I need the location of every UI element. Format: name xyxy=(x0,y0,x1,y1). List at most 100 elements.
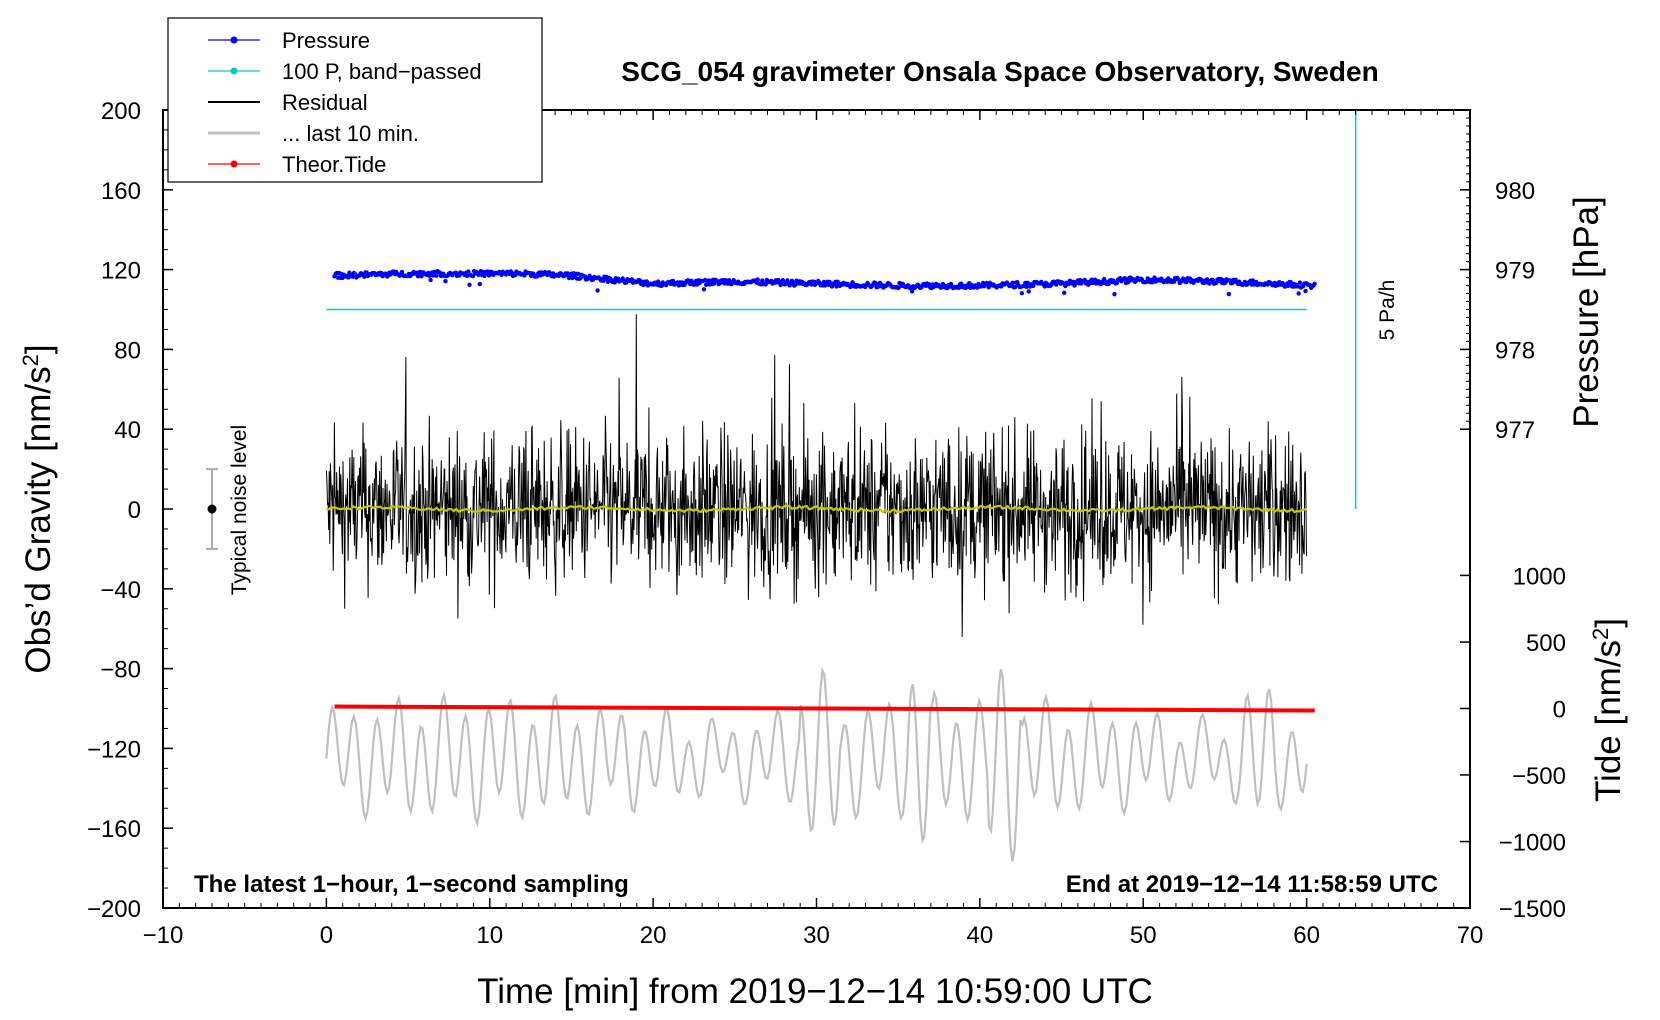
tide-tick-label-5: −1500 xyxy=(1499,896,1566,923)
pressure-point xyxy=(1126,280,1131,285)
pressure-point xyxy=(1031,283,1036,289)
x-tick-label-1: 0 xyxy=(320,922,333,949)
pressure-point xyxy=(1288,279,1293,285)
pressure-point xyxy=(896,285,901,291)
x-tick-label-4: 30 xyxy=(803,922,830,949)
pressure-point xyxy=(1250,278,1256,283)
y-tick-label-9: 160 xyxy=(101,178,141,205)
pressure-point xyxy=(1024,284,1029,289)
pressure-axis-title: Pressure [hPa] xyxy=(1567,196,1606,428)
pressure-point xyxy=(465,273,470,278)
y-tick-label-7: 80 xyxy=(114,337,141,364)
pressure-point xyxy=(575,271,581,276)
legend-label-residual: Residual xyxy=(282,90,368,115)
y-tick-label-5: 0 xyxy=(128,497,141,524)
pressure-point xyxy=(1297,280,1303,285)
series-layer xyxy=(325,268,1317,862)
footer-left-note: The latest 1−hour, 1−second sampling xyxy=(194,871,629,898)
y-tick-label-4: −40 xyxy=(100,577,141,604)
pressure-point xyxy=(670,278,676,284)
pressure-point xyxy=(419,274,424,279)
tide-tick-label-2: 0 xyxy=(1553,697,1566,724)
legend-label-bandpassed: 100 P, band−passed xyxy=(282,59,482,84)
pressure-point xyxy=(1019,291,1025,296)
pressure-point xyxy=(565,271,570,276)
pressure-point xyxy=(755,277,760,282)
legend-marker-bandpassed xyxy=(230,67,238,75)
pressure-point xyxy=(1312,281,1317,286)
tide-tick-label-4: −1000 xyxy=(1499,830,1566,857)
residual-smoothed-line xyxy=(326,504,1307,514)
y-axis-title: Obs’d Gravity [nm/s2] xyxy=(18,344,59,673)
pressure-point xyxy=(785,278,790,283)
legend-marker-tide xyxy=(230,160,238,168)
pressure-tick-label-2: 979 xyxy=(1495,258,1535,285)
y-tick-label-10: 200 xyxy=(101,98,141,125)
pressure-point xyxy=(1112,292,1117,297)
pressure-point xyxy=(467,282,472,287)
y-tick-label-8: 120 xyxy=(101,258,141,285)
tide-axis-title: Tide [nm/s2] xyxy=(1588,618,1629,802)
last-10-min-line xyxy=(325,666,1308,862)
noise-bar-center xyxy=(207,504,217,514)
pressure-point xyxy=(1025,280,1030,285)
pressure-point xyxy=(434,273,439,278)
pressure-tick-label-1: 978 xyxy=(1495,337,1535,364)
pressure-point xyxy=(1026,289,1031,294)
pressure-rate-label: 5 Pa/h xyxy=(1376,280,1399,341)
pressure-point xyxy=(927,282,932,287)
pressure-point xyxy=(1303,288,1308,294)
x-tick-label-5: 40 xyxy=(967,922,994,949)
pressure-point xyxy=(362,274,367,279)
pressure-point xyxy=(780,278,785,283)
pressure-point xyxy=(605,279,611,284)
pressure-tick-label-3: 980 xyxy=(1495,178,1535,205)
x-axis-title: Time [min] from 2019−12−14 10:59:00 UTC xyxy=(477,972,1153,1011)
legend-label-last10: ... last 10 min. xyxy=(282,121,419,146)
y-tick-label-1: −160 xyxy=(87,816,141,843)
axes-layer: −10 0 10 20 30 40 50 60 70 −200 −160 −120 −80 −40 0 40 8… xyxy=(87,98,1566,949)
x-tick-label-6: 50 xyxy=(1130,922,1157,949)
residual-line xyxy=(325,314,1307,637)
pressure-point xyxy=(701,287,707,292)
tide-tick-label-3: −500 xyxy=(1512,763,1566,790)
legend-label-tide: Theor.Tide xyxy=(282,152,386,177)
pressure-point xyxy=(476,272,481,277)
legend: Pressure 100 P, band−passed Residual ...… xyxy=(167,17,543,183)
pressure-point xyxy=(1062,290,1067,295)
annotation-layer: Typical noise level 5 Pa/h xyxy=(206,110,1399,595)
x-tick-label-8: 70 xyxy=(1457,922,1484,949)
pressure-point xyxy=(1295,284,1300,289)
pressure-point xyxy=(477,281,482,287)
y-tick-label-3: −80 xyxy=(100,657,141,684)
pressure-series xyxy=(332,268,1317,297)
x-tick-label-3: 20 xyxy=(640,922,667,949)
pressure-point xyxy=(909,289,915,294)
pressure-point xyxy=(873,280,878,286)
tide-tick-label-0: 1000 xyxy=(1513,563,1566,590)
legend-label-pressure: Pressure xyxy=(282,28,370,53)
x-tick-label-0: −10 xyxy=(143,922,184,949)
pressure-point xyxy=(956,285,962,290)
pressure-point xyxy=(430,273,436,278)
tide-tick-label-1: 500 xyxy=(1526,630,1566,657)
pressure-point xyxy=(1296,291,1301,296)
pressure-point xyxy=(959,281,964,286)
pressure-point xyxy=(1226,291,1232,297)
y-tick-label-0: −200 xyxy=(87,896,141,923)
chart-title: SCG_054 gravimeter Onsala Space Observat… xyxy=(621,56,1378,87)
y-tick-label-2: −120 xyxy=(87,736,141,763)
y-tick-label-6: 40 xyxy=(114,417,141,444)
x-tick-label-7: 60 xyxy=(1293,922,1320,949)
pressure-point xyxy=(1012,284,1018,290)
pressure-point xyxy=(443,279,448,284)
pressure-point xyxy=(427,273,432,278)
legend-box xyxy=(167,17,543,183)
pressure-point xyxy=(399,269,405,275)
legend-marker-pressure xyxy=(230,36,238,44)
pressure-point xyxy=(466,269,471,274)
pressure-point xyxy=(1210,277,1216,283)
pressure-tick-label-0: 977 xyxy=(1495,417,1535,444)
pressure-point xyxy=(1286,283,1291,288)
